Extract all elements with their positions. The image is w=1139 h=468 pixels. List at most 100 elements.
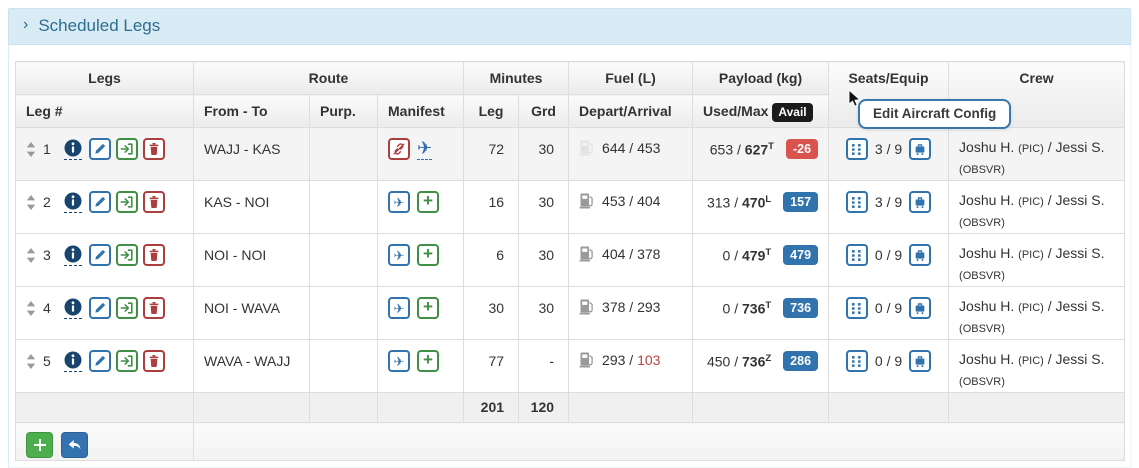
crew-cell: Joshu H. (PIC) / Jessi S. (OBSVR) — [959, 298, 1105, 335]
plane-manifest-icon[interactable]: ✈ — [417, 137, 433, 160]
sub-header-row: Leg # From - To Purp. Manifest Leg Grd D… — [15, 94, 1125, 128]
from-to-cell: NOI - NOI — [193, 233, 310, 287]
used-max-label: Used/Max — [703, 103, 769, 119]
minutes-grd-cell: 30 — [518, 127, 570, 181]
payload-avail-badge: 736 — [783, 298, 819, 318]
group-route: Route — [192, 61, 465, 95]
footer-row — [15, 422, 1126, 461]
drag-sort-handle[interactable] — [26, 247, 36, 263]
luggage-icon[interactable] — [909, 191, 932, 213]
leg-number: 5 — [43, 353, 51, 369]
drag-sort-handle[interactable] — [26, 300, 36, 316]
luggage-icon[interactable] — [909, 244, 932, 266]
col-used-max: Used/Max Avail — [692, 94, 830, 128]
group-payload: Payload (kg) — [692, 61, 830, 95]
sign-in-leg-icon[interactable] — [116, 350, 138, 372]
crew-cell: Joshu H. (PIC) / Jessi S. (OBSVR) — [959, 245, 1105, 282]
payload-used: 450 — [706, 353, 731, 370]
seat-map-icon[interactable] — [845, 191, 868, 213]
fuel-pump-icon — [579, 298, 594, 315]
seat-map-icon[interactable] — [845, 350, 868, 372]
scheduled-legs-table: Legs Route Minutes Fuel (L) Payload (kg)… — [15, 61, 1126, 461]
add-manifest-icon[interactable]: + — [417, 244, 439, 266]
seat-map-icon[interactable] — [845, 138, 868, 160]
col-manifest: Manifest — [376, 94, 465, 128]
seats-total: 9 — [894, 141, 903, 157]
sign-in-leg-icon[interactable] — [116, 297, 138, 319]
add-manifest-icon[interactable]: + — [417, 350, 439, 372]
crew-name-1: Joshu H. — [959, 192, 1015, 208]
leg-number: 4 — [43, 300, 51, 316]
leg-number: 3 — [43, 247, 51, 263]
plane-manifest-icon[interactable]: ✈ — [388, 191, 410, 213]
chevron-right-icon[interactable]: › — [23, 16, 29, 33]
seats-used: 3 — [874, 194, 883, 210]
fuel-depart: 644 — [602, 139, 626, 156]
minutes-leg-cell: 77 — [463, 339, 520, 393]
edit-leg-icon[interactable] — [89, 138, 111, 160]
col-minutes-grd: Grd — [518, 94, 570, 128]
fuel-pump-icon — [579, 351, 594, 368]
crew-name-1: Joshu H. — [959, 298, 1015, 314]
payload-max-suffix: T — [768, 140, 774, 152]
crew-name-2: Jessi S. — [1055, 351, 1105, 367]
edit-leg-icon[interactable] — [89, 350, 111, 372]
sign-in-leg-icon[interactable] — [116, 138, 138, 160]
unlink-manifest-icon[interactable] — [388, 138, 410, 160]
crew-role-1: (PIC) — [1018, 196, 1044, 208]
seats-total: 9 — [894, 194, 903, 210]
luggage-icon[interactable] — [909, 138, 932, 160]
plane-manifest-icon[interactable]: ✈ — [388, 350, 410, 372]
add-leg-button[interactable] — [26, 431, 53, 458]
plane-manifest-icon[interactable]: ✈ — [388, 297, 410, 319]
seat-map-icon[interactable] — [845, 297, 868, 319]
seats-total: 9 — [894, 300, 903, 316]
crew-role-2: (OBSVR) — [959, 323, 1005, 335]
edit-leg-icon[interactable] — [89, 191, 111, 213]
drag-sort-handle[interactable] — [26, 353, 36, 369]
crew-cell: Joshu H. (PIC) / Jessi S. (OBSVR) — [959, 139, 1105, 176]
crew-name-1: Joshu H. — [959, 139, 1015, 155]
group-fuel: Fuel (L) — [568, 61, 694, 95]
drag-sort-handle[interactable] — [26, 141, 36, 157]
delete-leg-icon[interactable] — [143, 191, 165, 213]
minutes-grd-total: 120 — [518, 392, 570, 423]
panel-title: Scheduled Legs — [38, 16, 161, 35]
panel-header[interactable]: › Scheduled Legs — [8, 8, 1131, 45]
info-icon[interactable] — [64, 298, 82, 319]
seats-used: 0 — [874, 300, 883, 316]
payload-avail-badge: 286 — [783, 351, 819, 371]
sign-in-leg-icon[interactable] — [116, 191, 138, 213]
sign-in-leg-icon[interactable] — [116, 244, 138, 266]
delete-leg-icon[interactable] — [143, 350, 165, 372]
purpose-cell — [309, 339, 378, 393]
payload-used: 653 — [709, 141, 734, 158]
delete-leg-icon[interactable] — [143, 244, 165, 266]
info-icon[interactable] — [64, 139, 82, 160]
info-icon[interactable] — [64, 192, 82, 213]
drag-sort-handle[interactable] — [26, 194, 36, 210]
add-manifest-icon[interactable]: + — [417, 191, 439, 213]
edit-leg-icon[interactable] — [89, 297, 111, 319]
edit-leg-icon[interactable] — [89, 244, 111, 266]
plane-manifest-icon[interactable]: ✈ — [388, 244, 410, 266]
info-icon[interactable] — [64, 351, 82, 372]
delete-leg-icon[interactable] — [143, 138, 165, 160]
group-minutes: Minutes — [463, 61, 570, 95]
purpose-cell — [309, 233, 378, 287]
info-icon[interactable] — [64, 245, 82, 266]
minutes-leg-cell: 72 — [463, 127, 520, 181]
seat-map-icon[interactable] — [845, 244, 868, 266]
crew-cell: Joshu H. (PIC) / Jessi S. (OBSVR) — [959, 351, 1105, 388]
delete-leg-icon[interactable] — [143, 297, 165, 319]
leg-row-4: 4 NOI - WAVA ✈ + 30 30 — [15, 286, 1126, 340]
add-manifest-icon[interactable]: + — [417, 297, 439, 319]
leg-row-3: 3 NOI - NOI ✈ + 6 30 — [15, 233, 1126, 287]
crew-role-1: (PIC) — [1018, 355, 1044, 367]
luggage-icon[interactable] — [909, 297, 932, 319]
crew-name-2: Jessi S. — [1055, 192, 1105, 208]
undo-button[interactable] — [60, 431, 88, 458]
from-to-cell: KAS - NOI — [193, 180, 310, 234]
luggage-icon[interactable] — [909, 350, 932, 372]
fuel-pump-icon — [579, 245, 594, 262]
